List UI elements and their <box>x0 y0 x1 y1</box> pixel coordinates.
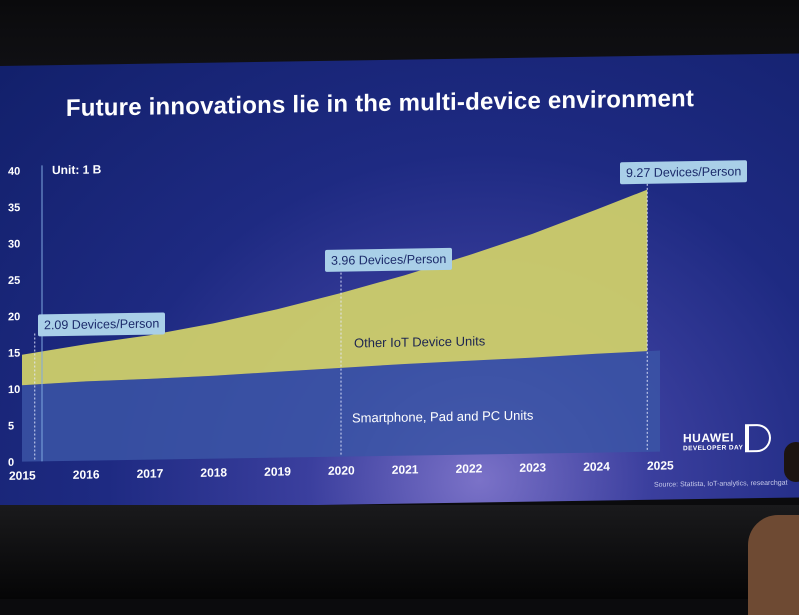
x-tick-2025: 2025 <box>647 458 674 472</box>
stage-floor <box>0 505 799 599</box>
unit-label: Unit: 1 B <box>52 162 102 178</box>
logo-name: HUAWEI <box>683 430 734 446</box>
callout-2025: 9.27 Devices/Person <box>620 160 748 185</box>
x-tick-2018: 2018 <box>200 465 227 479</box>
logo-subtitle: DEVELOPER DAY <box>683 444 744 453</box>
y-tick-0: 0 <box>8 457 14 469</box>
y-tick-20: 20 <box>8 311 20 323</box>
y-tick-25: 25 <box>8 275 20 287</box>
area-iot <box>22 189 648 386</box>
x-tick-2022: 2022 <box>456 461 483 475</box>
x-tick-2024: 2024 <box>583 459 610 473</box>
series-label-iot: Other IoT Device Units <box>354 333 486 351</box>
y-tick-5: 5 <box>8 420 14 432</box>
callout-2015: 2.09 Devices/Person <box>38 312 166 337</box>
y-tick-40: 40 <box>8 166 20 178</box>
projection-screen: Future innovations lie in the multi-devi… <box>0 53 799 510</box>
x-tick-2019: 2019 <box>264 464 291 478</box>
series-label-devices: Smartphone, Pad and PC Units <box>352 407 534 426</box>
y-tick-35: 35 <box>8 202 20 214</box>
x-tick-2020: 2020 <box>328 463 355 477</box>
y-tick-15: 15 <box>8 348 20 360</box>
huawei-logo: HUAWEI DEVELOPER DAY <box>683 423 771 453</box>
x-tick-2021: 2021 <box>392 462 419 476</box>
x-tick-2015: 2015 <box>9 468 36 482</box>
presenter-shoulder <box>748 515 799 615</box>
y-tick-10: 10 <box>8 384 20 396</box>
y-tick-30: 30 <box>8 238 20 250</box>
presenter-head <box>784 442 799 482</box>
x-tick-2017: 2017 <box>137 466 164 480</box>
x-tick-2016: 2016 <box>73 467 100 481</box>
x-tick-2023: 2023 <box>519 460 546 474</box>
callout-2020: 3.96 Devices/Person <box>325 247 453 272</box>
